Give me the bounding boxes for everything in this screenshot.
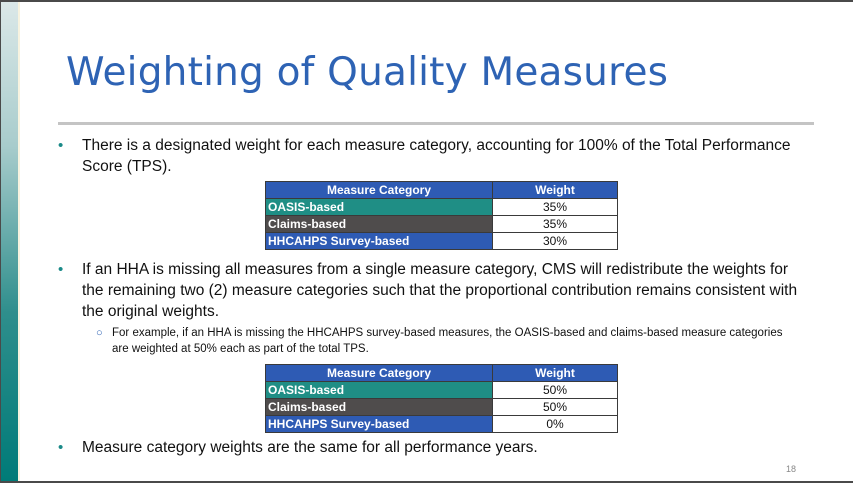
sub-bullet: ○ For example, if an HHA is missing the … [96, 325, 796, 357]
table-header-row: Measure Category Weight [265, 181, 618, 199]
bullet-text: If an HHA is missing all measures from a… [82, 261, 798, 320]
page-number: 18 [786, 464, 797, 474]
category-cell: Claims-based [265, 215, 493, 233]
sub-bullet-text: For example, if an HHA is missing the HH… [112, 327, 783, 355]
table-row: HHCAHPS Survey-based 30% [265, 232, 618, 250]
bullet-text: Measure category weights are the same fo… [82, 439, 538, 456]
bullet-3: • Measure category weights are the same … [58, 437, 798, 458]
table-row: OASIS-based 50% [265, 381, 618, 399]
weight-cell: 50% [492, 398, 618, 416]
table-header-row: Measure Category Weight [265, 364, 618, 382]
weights-table: Measure Category Weight OASIS-based 35% … [265, 181, 618, 250]
bullet-dot-icon: • [58, 137, 64, 154]
header-measure-category: Measure Category [265, 364, 493, 382]
weight-cell: 35% [492, 215, 618, 233]
weight-cell: 30% [492, 232, 618, 250]
weight-cell: 0% [492, 415, 618, 433]
slide-title: Weighting of Quality Measures [66, 50, 669, 95]
weight-cell: 50% [492, 381, 618, 399]
bullet-dot-icon: • [58, 439, 64, 456]
header-weight: Weight [492, 364, 618, 382]
redistributed-weights-table: Measure Category Weight OASIS-based 50% … [265, 364, 618, 433]
bullet-1: • There is a designated weight for each … [58, 135, 798, 177]
category-cell: OASIS-based [265, 381, 493, 399]
header-weight: Weight [492, 181, 618, 199]
category-cell: Claims-based [265, 398, 493, 416]
left-accent-strip [1, 2, 18, 481]
bullet-2: • If an HHA is missing all measures from… [58, 259, 798, 322]
table-row: OASIS-based 35% [265, 198, 618, 216]
category-cell: HHCAHPS Survey-based [265, 415, 493, 433]
table-row: Claims-based 50% [265, 398, 618, 416]
category-cell: HHCAHPS Survey-based [265, 232, 493, 250]
table-row: Claims-based 35% [265, 215, 618, 233]
header-measure-category: Measure Category [265, 181, 493, 199]
table-row: HHCAHPS Survey-based 0% [265, 415, 618, 433]
left-accent-line [18, 2, 20, 481]
bullet-dot-icon: • [58, 261, 64, 278]
weight-cell: 35% [492, 198, 618, 216]
title-divider [58, 122, 814, 125]
bullet-text: There is a designated weight for each me… [82, 137, 791, 175]
hollow-bullet-icon: ○ [96, 327, 103, 339]
category-cell: OASIS-based [265, 198, 493, 216]
